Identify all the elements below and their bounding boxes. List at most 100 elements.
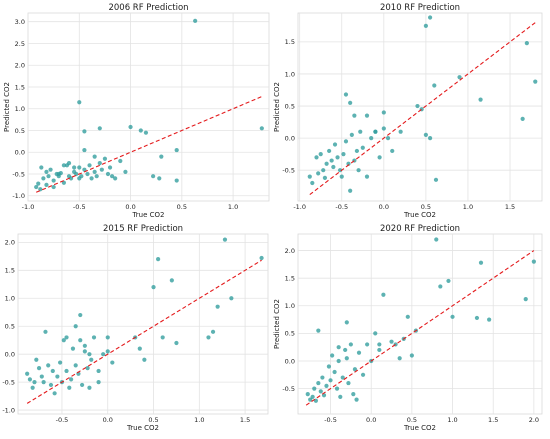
scatter-point [73,324,78,329]
scatter-point [346,380,351,386]
y-tick-label: 2.0 [15,62,25,70]
scatter-point [52,391,57,396]
fit-line [305,250,535,406]
scatter-point [343,139,349,144]
scatter-point [423,132,428,138]
scatter-point [85,366,90,371]
scatter-point [352,367,358,372]
scatter-point [332,142,338,147]
scatter-point [344,356,349,361]
x-tick-label: 0.5 [421,203,431,211]
fit-line [309,22,536,196]
scatter-point [332,369,337,375]
scatter-point [41,380,46,385]
y-axis-label: Predicted CO2 [0,299,1,349]
scatter-point [48,382,54,388]
x-axis-label: True CO2 [403,211,436,219]
x-tick-label: 1.5 [505,203,515,211]
scatter-point [365,342,370,347]
scatter-point [92,169,97,174]
scatter-point [352,113,357,118]
y-tick-label: 2.0 [5,239,15,247]
scatter-point [105,171,111,177]
scatter-point [364,174,370,179]
scatter-point [432,83,437,88]
subplot-1: -1.0 -0.5 0.0 0.5 1.0 -1.0 -0.5 0.0 0.5 1.0 1.5 2.0… [3,3,270,219]
scatter-point [259,126,264,131]
scatter-point [32,380,37,385]
x-tick-label: 0.5 [407,416,417,424]
scatter-point [109,174,115,179]
scatter-point [89,176,94,181]
scatter-point [354,397,359,402]
y-tick-label: 0.5 [15,127,25,135]
scatter-point [334,386,340,391]
scatter-point [310,180,315,186]
scatter-point [385,136,391,141]
scatter-point [160,335,165,340]
plot-area [17,233,269,415]
x-tick-label: 0.0 [366,416,376,424]
scatter-point [487,317,492,322]
scatter-point [229,296,234,301]
scatter-point [322,175,328,181]
scatter-point [320,375,325,380]
scatter-point [346,161,351,166]
scatter-point [96,380,101,385]
scatter-point [68,176,74,181]
scatter-point [524,41,529,46]
scatter-point [324,383,329,388]
y-tick-label: 0.0 [285,357,295,365]
scatter-point [39,165,44,170]
x-tick-label: 0.0 [379,203,389,211]
scatter-point [324,161,329,166]
scatter-point [78,312,83,318]
scatter-point [193,18,198,23]
scatter-point [97,126,102,131]
y-tick-label: 0.0 [285,134,295,142]
scatter-point [87,385,92,390]
scatter-point [523,297,528,302]
scatter-point [142,357,147,362]
y-tick-label: -0.5 [12,170,25,178]
scatter-point [105,349,110,354]
scatter-point [389,339,394,344]
scatter-point [373,129,378,134]
scatter-point [74,171,79,177]
scatter-point [531,259,536,264]
scatter-point [215,304,220,309]
scatter-point [157,176,162,181]
x-tick-label: -0.5 [324,416,337,424]
scatter-point [349,132,354,138]
y-tick-label: 1.0 [285,302,295,310]
scatter-point [427,15,433,20]
scatter-point [48,167,53,172]
scatter-point [520,116,525,121]
y-tick-label: 2.0 [285,247,295,255]
scatter-point [210,329,216,334]
scatter-point [369,136,374,141]
scatter-point [316,380,321,386]
scatter-point [105,335,110,340]
scatter-point [338,394,343,399]
plot-area [27,12,270,202]
y-tick-label: 1.5 [5,267,15,275]
scatter-point [46,363,51,368]
scatter-point [66,161,72,166]
x-axis-label: True CO2 [126,424,159,432]
scatter-point [474,315,480,321]
scatter-point [64,335,69,340]
scatter-point [409,353,414,358]
scatter-point [44,169,49,174]
x-tick-label: 0.5 [177,203,187,211]
scatter-point [61,163,66,168]
scatter-point [377,347,382,353]
scatter-point [356,168,361,173]
scatter-point [151,174,156,179]
x-tick-label: 2.0 [529,416,539,424]
scatter-point [336,345,341,350]
scatter-point [64,368,69,374]
scatter-point [343,347,348,353]
x-tick-label: 0.5 [148,416,158,424]
scatter-point [85,171,90,177]
